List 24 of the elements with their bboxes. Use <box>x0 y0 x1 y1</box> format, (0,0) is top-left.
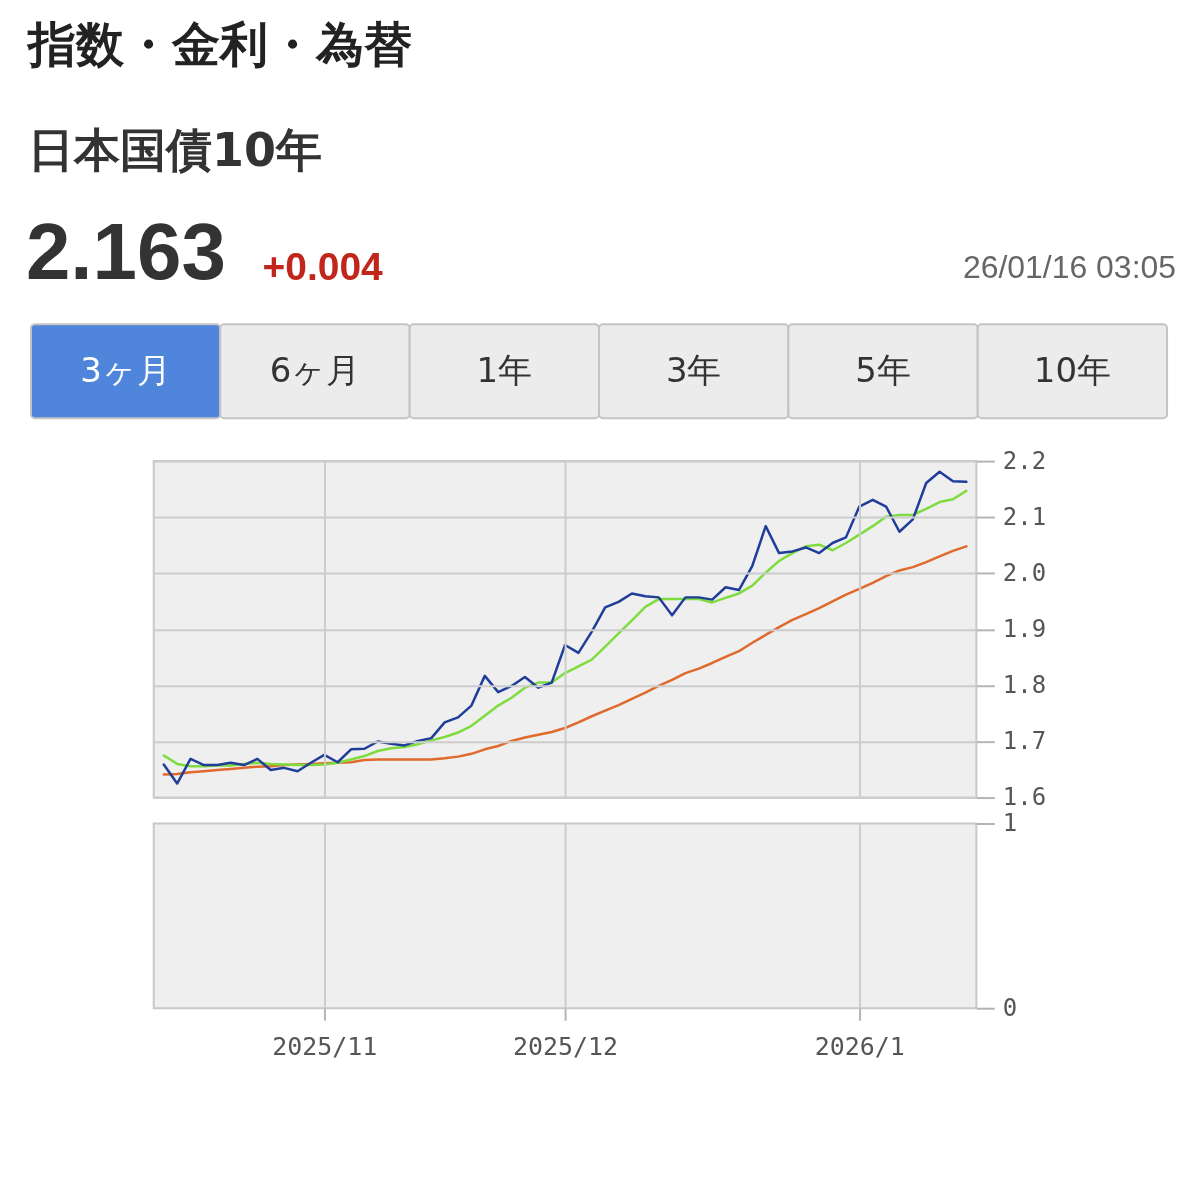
text: 2.163 <box>25 207 226 297</box>
line-series <box>162 545 968 776</box>
y-tick-label: 1 <box>1002 809 1018 837</box>
y-tick-label: 1.8 <box>1002 670 1047 699</box>
x-tick-label: 2025/11 <box>272 1031 378 1061</box>
y-tick-label: 1.9 <box>1002 614 1047 643</box>
y-tick-label: 1.6 <box>1002 783 1047 812</box>
text: 5年 <box>855 350 911 391</box>
y-tick-label: 1.7 <box>1002 726 1047 755</box>
text: 3年 <box>665 350 722 391</box>
text: 26/01/16 03:05 <box>962 249 1177 286</box>
text: 日本国債10年 <box>27 122 322 177</box>
text: +0.004 <box>262 245 384 289</box>
x-tick-label: 2026/1 <box>814 1031 905 1061</box>
y-tick-label: 2.2 <box>1002 446 1047 475</box>
text: 10年 <box>1033 350 1111 391</box>
text: 指数・金利・為替 <box>25 16 412 72</box>
text: 3ヶ月 <box>80 350 171 391</box>
x-tick-label: 2025/12 <box>513 1031 619 1061</box>
y-tick-label: 2.0 <box>1002 558 1047 587</box>
text: 6ヶ月 <box>269 350 361 391</box>
text: 1年 <box>476 350 533 391</box>
y-tick-label: 2.1 <box>1002 502 1047 531</box>
y-tick-label: 0 <box>1002 993 1018 1022</box>
